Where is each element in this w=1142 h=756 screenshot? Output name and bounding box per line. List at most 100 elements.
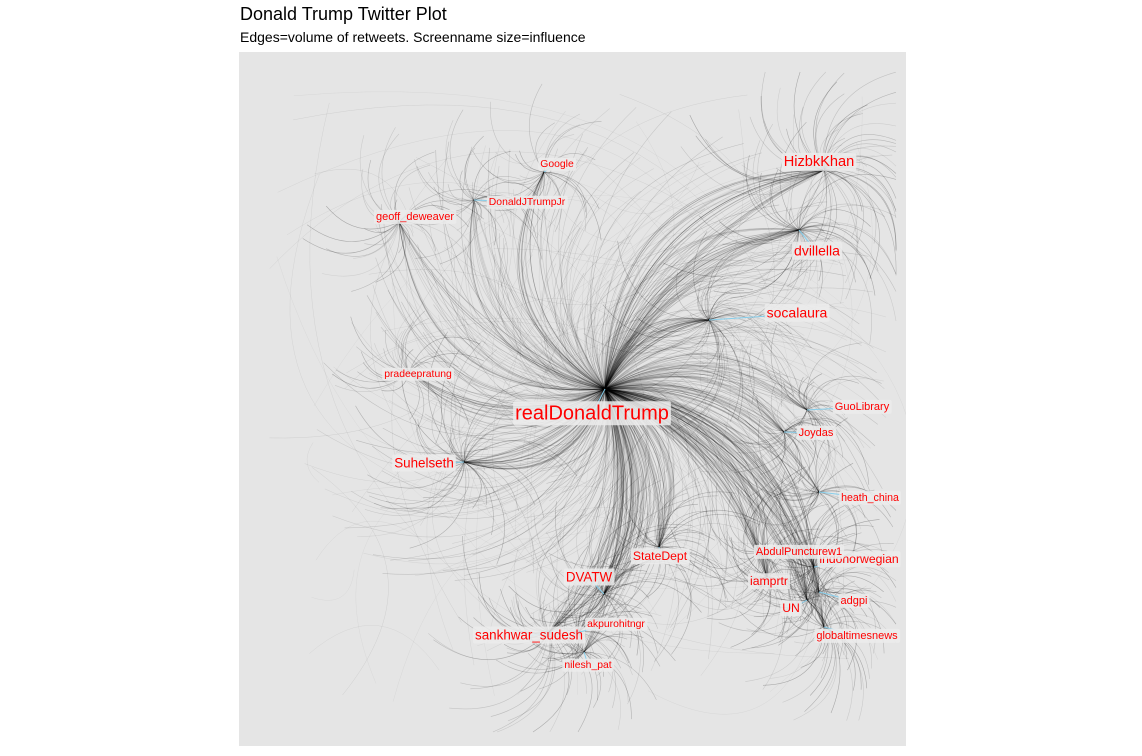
retweet-edge xyxy=(811,588,825,628)
retweet-edge xyxy=(701,289,710,321)
retweet-edge xyxy=(697,288,710,321)
retweet-edge xyxy=(604,303,887,390)
retweet-edge xyxy=(414,199,475,259)
label-background xyxy=(392,454,456,472)
retweet-edge xyxy=(309,102,600,662)
retweet-edge xyxy=(823,169,880,279)
retweet-edge xyxy=(463,459,544,518)
retweet-edge xyxy=(604,388,715,524)
retweet-edge xyxy=(591,292,639,390)
retweet-edge xyxy=(771,169,800,231)
retweet-edge xyxy=(604,316,755,390)
retweet-edge xyxy=(390,388,606,561)
retweet-edge xyxy=(798,226,825,233)
retweet-edge xyxy=(604,169,825,390)
retweet-edge xyxy=(460,438,467,463)
node-label-group: GuoLibrary xyxy=(806,399,892,414)
label-background xyxy=(373,209,457,224)
node-label: HizbkKhan xyxy=(784,154,855,170)
retweet-edge xyxy=(708,314,801,355)
retweet-edge xyxy=(769,182,800,231)
retweet-edge xyxy=(387,290,606,397)
retweet-edge xyxy=(604,386,820,493)
retweet-edge xyxy=(798,217,840,231)
retweet-edge xyxy=(806,400,828,411)
retweet-edge xyxy=(465,135,484,201)
retweet-edge xyxy=(604,335,836,390)
retweet-edge xyxy=(464,388,607,576)
retweet-edge xyxy=(729,462,820,497)
retweet-edge xyxy=(604,387,774,518)
retweet-edge xyxy=(492,281,625,636)
retweet-edge xyxy=(525,290,606,390)
retweet-edge xyxy=(798,222,897,275)
retweet-edge xyxy=(553,388,606,468)
retweet-edge xyxy=(604,169,825,390)
retweet-edge xyxy=(351,221,400,292)
retweet-edge xyxy=(604,229,800,390)
retweet-edge xyxy=(604,352,808,411)
retweet-edge xyxy=(783,431,799,461)
label-background xyxy=(814,628,901,643)
retweet-edge xyxy=(741,164,825,182)
retweet-edge xyxy=(579,595,606,653)
retweet-edge xyxy=(604,382,671,403)
retweet-edge xyxy=(473,199,606,390)
retweet-edge xyxy=(408,353,485,373)
retweet-edge xyxy=(604,388,675,526)
retweet-edge xyxy=(604,251,837,390)
label-background xyxy=(748,573,790,590)
retweet-edge xyxy=(798,228,866,264)
retweet-edge xyxy=(718,566,815,605)
retweet-edge xyxy=(689,313,710,323)
retweet-edge xyxy=(752,482,792,553)
retweet-edge xyxy=(604,384,795,462)
retweet-edge xyxy=(560,107,637,390)
retweet-edge xyxy=(473,199,606,390)
retweet-edge xyxy=(269,151,704,269)
retweet-edge xyxy=(470,199,606,390)
retweet-edge xyxy=(408,371,606,399)
retweet-edge xyxy=(409,461,467,549)
retweet-edge xyxy=(604,386,820,493)
retweet-edge xyxy=(658,546,726,599)
retweet-edge xyxy=(604,388,820,493)
retweet-edge xyxy=(708,300,731,321)
retweet-edge xyxy=(708,319,755,405)
retweet-edge xyxy=(657,527,666,548)
retweet-edge xyxy=(603,574,644,595)
retweet-edge xyxy=(823,616,871,628)
retweet-edge xyxy=(708,290,745,321)
retweet-edge xyxy=(798,223,897,275)
retweet-edge xyxy=(676,319,720,421)
retweet-edge xyxy=(589,204,683,390)
retweet-edge xyxy=(806,342,862,411)
retweet-edge xyxy=(398,221,606,390)
retweet-edge xyxy=(604,373,871,449)
retweet-edge xyxy=(604,388,760,553)
retweet-edge xyxy=(658,495,718,548)
retweet-edge xyxy=(799,376,808,411)
retweet-edge xyxy=(543,171,586,232)
retweet-edge xyxy=(662,229,800,277)
retweet-edge xyxy=(604,169,825,390)
retweet-edge xyxy=(707,551,760,617)
retweet-edge xyxy=(463,381,533,463)
retweet-edge xyxy=(408,371,606,410)
retweet-edge xyxy=(653,481,680,548)
retweet-edge xyxy=(603,593,658,654)
retweet-edge xyxy=(604,381,767,480)
retweet-edge xyxy=(604,229,800,390)
retweet-edge xyxy=(561,339,606,390)
retweet-edge xyxy=(604,317,710,390)
retweet-edge xyxy=(548,388,632,633)
retweet-edge xyxy=(601,265,688,390)
retweet-edge xyxy=(423,461,465,499)
node-label: realDonaldTrump xyxy=(515,402,669,424)
retweet-edge xyxy=(523,363,606,398)
retweet-edge xyxy=(707,239,774,321)
retweet-edge xyxy=(741,491,820,525)
retweet-edge xyxy=(385,388,606,519)
retweet-edge xyxy=(823,169,897,250)
retweet-edge xyxy=(604,357,808,411)
